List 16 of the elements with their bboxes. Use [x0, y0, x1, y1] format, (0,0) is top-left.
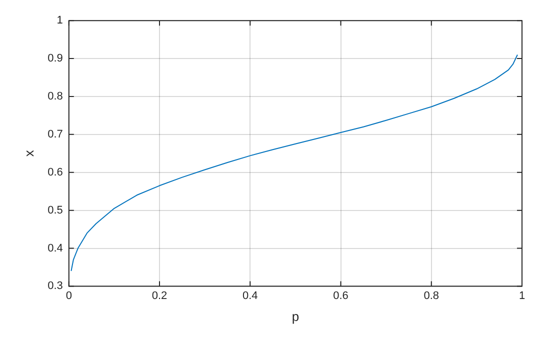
x-tick-label: 0.2 — [152, 290, 168, 302]
y-tick-label: 0.4 — [48, 242, 63, 254]
y-tick-label: 0.8 — [48, 90, 63, 103]
x-tick-label: 0.6 — [333, 290, 348, 302]
x-tick-label: 1 — [518, 290, 526, 302]
x-tick-label: 0.8 — [424, 290, 440, 302]
y-tick-label: 0.7 — [48, 128, 63, 140]
x-tick-label: 0.4 — [242, 290, 258, 302]
x-axis-title: p — [292, 308, 300, 324]
y-tick-label: 0.5 — [48, 204, 63, 216]
y-tick-label: 0.3 — [48, 280, 63, 292]
y-tick-label: 0.6 — [48, 166, 63, 178]
y-axis-title: x — [21, 150, 36, 157]
x-tick-label: 0 — [66, 290, 72, 302]
y-tick-label: 0.9 — [48, 52, 63, 65]
y-tick-label: 1 — [56, 14, 63, 27]
